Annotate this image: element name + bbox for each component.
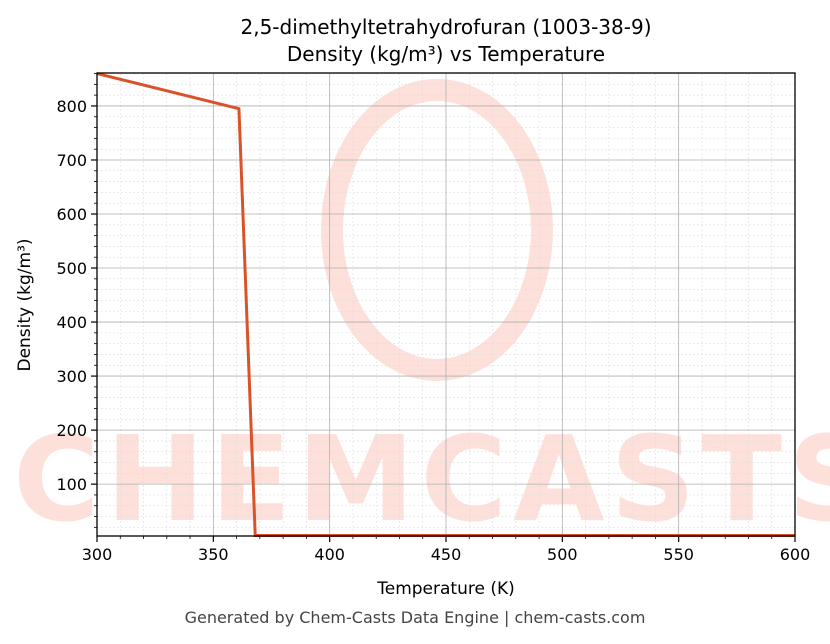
y-tick-label: 600 (56, 205, 87, 224)
y-tick-label: 500 (56, 259, 87, 278)
x-tick-label: 400 (314, 545, 345, 564)
y-tick-label: 300 (56, 367, 87, 386)
x-tick-label: 600 (780, 545, 811, 564)
y-tick-label: 800 (56, 97, 87, 116)
footer-credit: Generated by Chem-Casts Data Engine | ch… (184, 608, 646, 627)
watermark-text: CHEMCASTS (13, 410, 830, 548)
chart-title-line1: 2,5-dimethyltetrahydrofuran (1003-38-9) (240, 15, 651, 39)
x-tick-label: 350 (198, 545, 229, 564)
x-tick-label: 300 (82, 545, 113, 564)
y-tick-label: 100 (56, 475, 87, 494)
y-tick-label: 200 (56, 421, 87, 440)
x-tick-label: 550 (663, 545, 694, 564)
y-axis-label: Density (kg/m³) (15, 238, 35, 371)
x-tick-label: 450 (431, 545, 462, 564)
chart-title-line2: Density (kg/m³) vs Temperature (287, 42, 605, 66)
plot-frame (96, 72, 796, 537)
y-tick-label: 700 (56, 151, 87, 170)
y-tick-label: 400 (56, 313, 87, 332)
watermark-logo (321, 79, 553, 381)
x-tick-label: 500 (547, 545, 578, 564)
x-axis-label: Temperature (K) (376, 579, 515, 599)
